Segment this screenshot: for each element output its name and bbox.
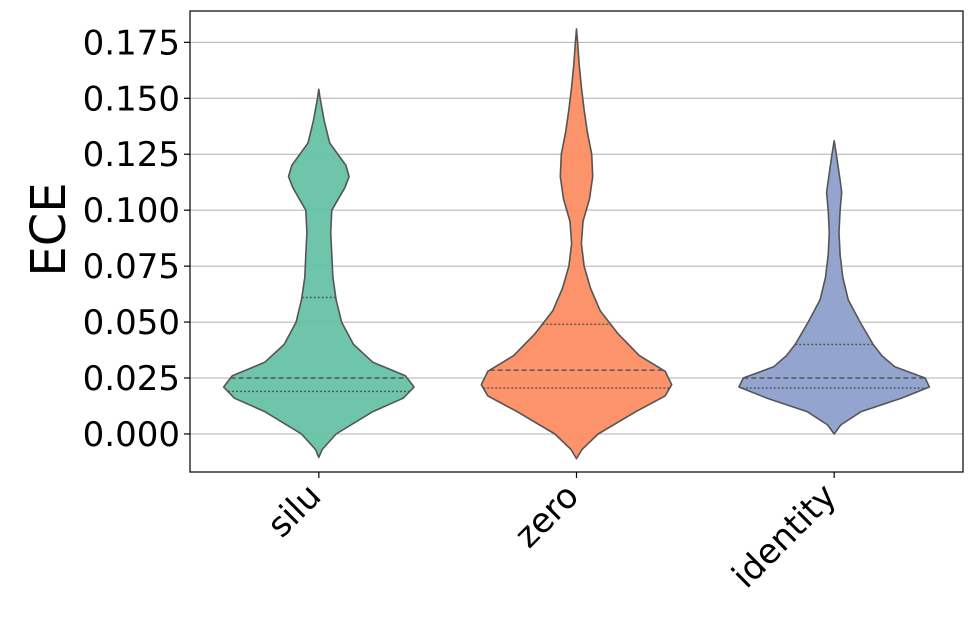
y-tick-label: 0.150 bbox=[83, 79, 180, 119]
y-tick-label: 0.025 bbox=[83, 359, 180, 399]
violin-body bbox=[738, 140, 931, 435]
y-tick-label: 0.175 bbox=[83, 23, 180, 63]
y-tick-label: 0.050 bbox=[83, 303, 180, 343]
violin-body bbox=[222, 88, 415, 459]
y-tick-label: 0.125 bbox=[83, 135, 180, 175]
x-axis-ticks: silu zero identity bbox=[260, 472, 845, 596]
x-tick-label: silu bbox=[260, 476, 329, 545]
y-tick-label: 0.100 bbox=[83, 191, 180, 231]
violin-body bbox=[480, 28, 673, 460]
violins bbox=[222, 28, 931, 460]
y-axis-ticks: 0.000 0.025 0.050 0.075 0.100 0.125 0.150 0.175 bbox=[83, 23, 190, 455]
violin-identity bbox=[738, 140, 931, 435]
x-tick-label: zero bbox=[507, 476, 587, 556]
x-tick-label: identity bbox=[725, 476, 845, 596]
violin-zero bbox=[480, 28, 673, 460]
y-axis-title: ECE bbox=[21, 182, 77, 276]
y-tick-label: 0.075 bbox=[83, 247, 180, 287]
y-tick-label: 0.000 bbox=[83, 415, 180, 455]
violin-silu bbox=[222, 88, 415, 459]
